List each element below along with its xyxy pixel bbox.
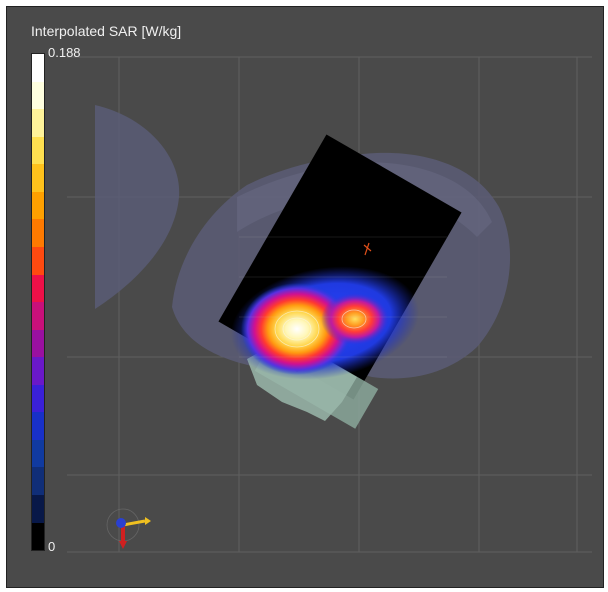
colorbar-segment bbox=[32, 164, 44, 192]
xyz-axes-orientation-icon[interactable] bbox=[103, 507, 163, 557]
colorbar-segment bbox=[32, 109, 44, 137]
colorbar-segment bbox=[32, 439, 44, 468]
colorbar-segment bbox=[32, 81, 44, 110]
sar-hotspots bbox=[230, 266, 420, 380]
colorbar-segment bbox=[32, 412, 44, 440]
colorbar-segment bbox=[32, 522, 44, 551]
colorbar-segment bbox=[32, 384, 44, 413]
sar-contours bbox=[274, 309, 367, 348]
colorbar-min-label: 0 bbox=[48, 539, 56, 554]
probe-marker-icon bbox=[363, 242, 372, 256]
colorbar-segment bbox=[32, 302, 44, 330]
colorbar-segment bbox=[32, 246, 44, 275]
colorbar-max-label: 0.188 bbox=[48, 45, 81, 60]
legend-title: Interpolated SAR [W/kg] bbox=[31, 23, 182, 39]
scan-grid-overlay bbox=[239, 236, 447, 358]
colorbar-segment bbox=[32, 191, 44, 220]
phantom-left-shape bbox=[95, 105, 180, 309]
colorbar-segment bbox=[32, 495, 44, 523]
colorbar-segment bbox=[32, 136, 44, 165]
colorbar-segment bbox=[32, 54, 44, 82]
colorbar-segment bbox=[32, 467, 44, 495]
colorbar-segment bbox=[32, 274, 44, 303]
sar-colorbar bbox=[31, 53, 45, 551]
sar-distribution-scene[interactable] bbox=[7, 7, 603, 587]
sar-3d-viewport[interactable]: Interpolated SAR [W/kg] 0.188 0 bbox=[6, 6, 604, 588]
colorbar-segment bbox=[32, 219, 44, 247]
colorbar-segment bbox=[32, 329, 44, 358]
colorbar-segment bbox=[32, 357, 44, 385]
